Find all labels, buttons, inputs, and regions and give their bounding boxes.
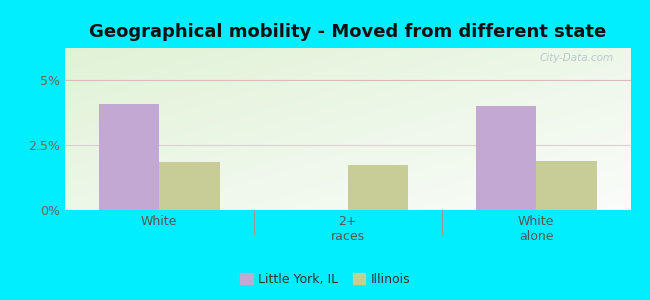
Title: Geographical mobility - Moved from different state: Geographical mobility - Moved from diffe… — [89, 23, 606, 41]
Bar — [99, 104, 159, 210]
Bar — [348, 165, 408, 210]
Text: City-Data.com: City-Data.com — [540, 53, 614, 63]
Legend: Little York, IL, Illinois: Little York, IL, Illinois — [235, 268, 415, 291]
Bar — [159, 162, 220, 210]
Bar — [476, 106, 536, 210]
Bar — [536, 161, 597, 210]
